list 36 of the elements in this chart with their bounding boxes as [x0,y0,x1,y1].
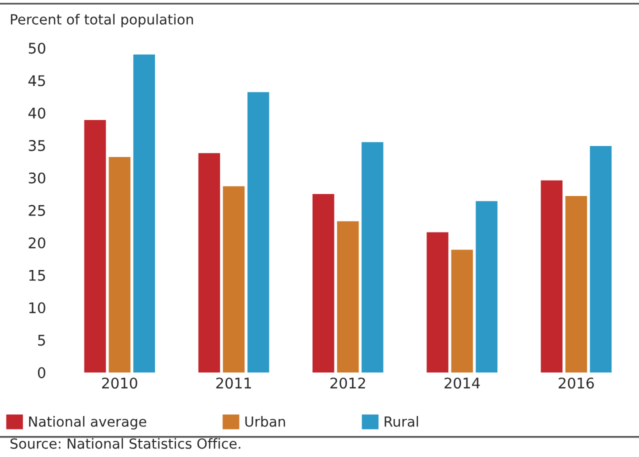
bar [476,201,498,372]
y-tick-label: 25 [28,204,45,216]
y-axis-title: Percent of total population [10,14,193,28]
bar [84,120,106,372]
bar [337,221,359,372]
bar [451,250,473,372]
x-tick-label: 2010 [102,378,138,389]
y-tick-label: 15 [29,270,45,281]
y-tick-label: 45 [28,75,45,86]
source-note: Source: National Statistics Office. [10,438,240,449]
y-tick-label: 10 [29,302,46,314]
bar [362,142,384,372]
y-tick-label: 20 [28,237,46,248]
y-tick-label: 5 [38,334,45,346]
legend-label: Rural [384,416,418,427]
x-tick-label: 2014 [444,378,480,389]
bar [540,180,563,372]
x-tick-label: 2011 [216,378,251,389]
x-tick-label: 2012 [330,378,366,389]
legend-label: Urban [245,416,285,427]
bar [565,196,588,372]
bar [198,153,220,372]
bar [222,186,245,372]
bar [133,54,155,372]
y-tick-label: 0 [38,367,46,378]
legend-label: National average [29,416,146,430]
bar [247,92,270,372]
bar [426,232,448,372]
y-tick-label: 35 [28,140,45,152]
y-tick-label: 40 [28,108,46,119]
y-tick-label: 50 [28,42,46,54]
x-tick-label: 2016 [558,378,594,389]
y-tick-label: 30 [28,172,46,184]
bar [108,157,130,372]
bar [312,194,334,372]
bar [590,146,612,372]
